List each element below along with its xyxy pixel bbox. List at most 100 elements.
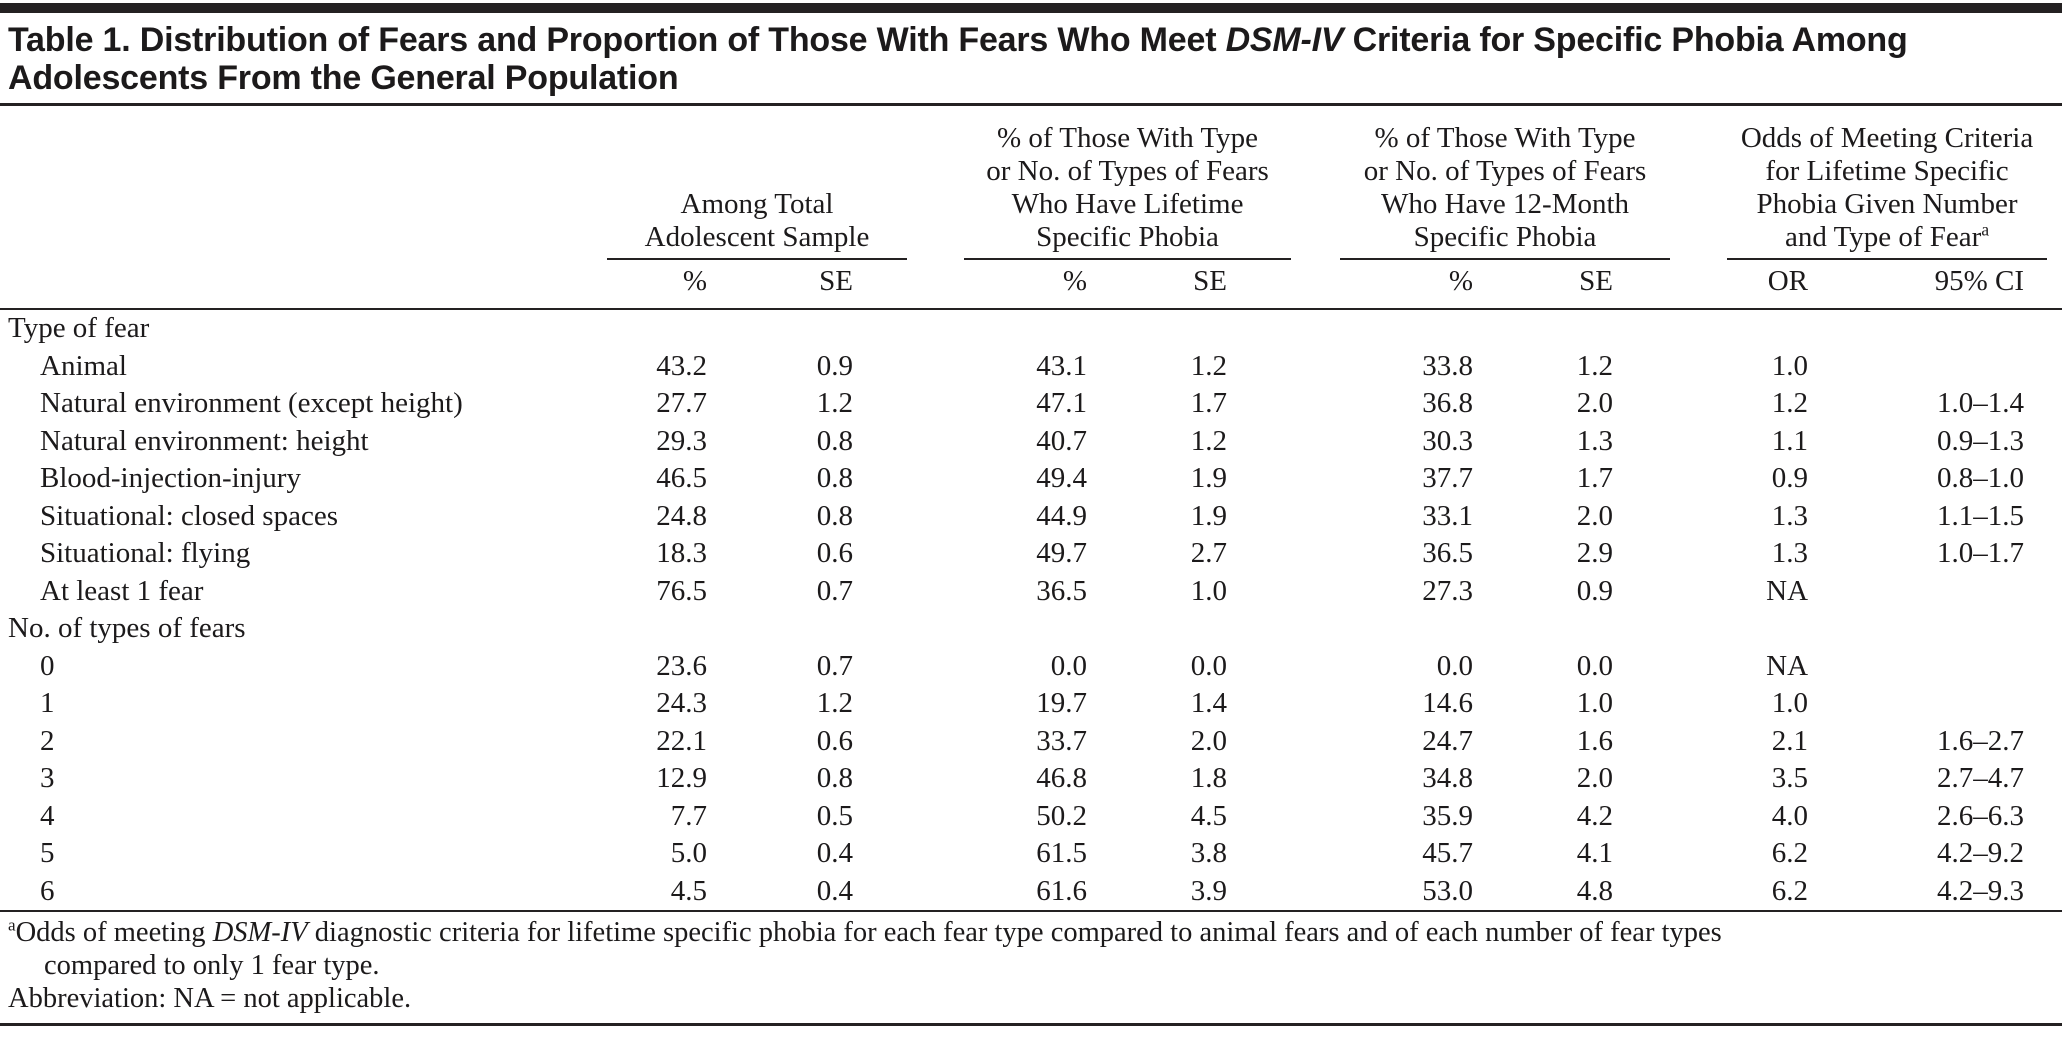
data-cell: 7.7 (670, 799, 707, 832)
data-cell: 1.1 (1771, 424, 1809, 457)
data-cell: 47.1 (1036, 387, 1088, 419)
data-cell: 2.0 (1576, 762, 1614, 794)
table-title: Table 1. Distribution of Fears and Propo… (0, 13, 2062, 106)
data-cell: 0.9 (1771, 462, 1809, 494)
data-cell: 6.2 (1771, 874, 1809, 907)
data-cell: 33.8 (1422, 349, 1474, 382)
data-cell: 0.6 (816, 537, 854, 569)
column-header: % (1292, 260, 1501, 310)
data-cell: 2.0 (1190, 724, 1228, 757)
table-title-line1: Table 1. Distribution of Fears and Propo… (8, 21, 1908, 59)
data-cell: 1.6 (1576, 724, 1614, 757)
table-title-line2: Adolescents From the General Population (8, 59, 679, 97)
data-cell: 0.4 (816, 837, 854, 869)
table-top-bar (0, 3, 2062, 13)
superscript-a: a (8, 915, 16, 935)
section-row: No. of types of fears (0, 610, 2062, 648)
row-label: 6 (40, 874, 55, 907)
data-cell: 1.3 (1576, 424, 1614, 457)
data-cell: 1.7 (1576, 462, 1614, 494)
data-cell: 0.0 (1576, 649, 1614, 682)
data-cell: 0.8 (816, 424, 854, 457)
data-cell: 0.8–1.0 (1937, 462, 2025, 494)
data-cell: NA (1766, 574, 1809, 607)
data-cell (1500, 610, 1672, 648)
table-row: 1 24.3 1.2 19.7 1.4 14.6 1.0 1.0 (0, 685, 2062, 723)
column-header: SE (1110, 260, 1293, 310)
data-cell: 43.1 (1036, 349, 1088, 382)
data-cell: 1.0 (1190, 574, 1228, 607)
row-label: Situational: closed spaces (40, 499, 338, 532)
row-label: 5 (40, 837, 55, 869)
data-cell: 37.7 (1422, 462, 1474, 494)
data-cell: 2.0 (1576, 387, 1614, 419)
data-cell: 29.3 (656, 424, 707, 457)
data-cell (1292, 610, 1500, 648)
data-cell: 1.2 (1190, 424, 1228, 457)
data-cell: 1.7 (1190, 387, 1228, 419)
data-cell: 5.0 (670, 837, 707, 869)
table-row: 4 7.7 0.5 50.2 4.5 35.9 4.2 4.0 2.6–6.3 (0, 798, 2062, 836)
data-cell: 14.6 (1422, 687, 1474, 719)
header-spacer (0, 106, 604, 260)
row-label: Natural environment (except height) (40, 387, 463, 419)
row-label: Blood-injection-injury (40, 462, 301, 494)
data-cell: 0.7 (816, 649, 854, 682)
column-header: SE (1500, 260, 1673, 310)
data-cell (1862, 309, 2062, 348)
data-cell: 4.8 (1576, 874, 1614, 907)
row-label: 2 (40, 724, 55, 757)
data-cell: 33.1 (1422, 499, 1474, 532)
table-row: 0 23.6 0.7 0.0 0.0 0.0 0.0 NA (0, 648, 2062, 686)
data-cell: 0.0 (1050, 649, 1088, 682)
footnote-a-line1: aOdds of meeting DSM-IV diagnostic crite… (8, 915, 1722, 948)
table-body: Type of fear Animal 43.2 0.9 43.1 1.2 33.8 1.2 1… (0, 309, 2062, 911)
data-cell: 22.1 (656, 724, 707, 757)
data-cell (770, 610, 914, 648)
data-cell: 33.7 (1036, 724, 1088, 757)
data-cell: 2.7 (1190, 537, 1228, 569)
data-cell: 34.8 (1422, 762, 1474, 794)
data-cell: 2.0 (1576, 499, 1614, 532)
data-cell (1862, 685, 2062, 723)
row-label: No. of types of fears (8, 612, 246, 644)
footnote-a-line2: compared to only 1 fear type. (44, 950, 380, 981)
data-cell: 0.8 (816, 499, 854, 532)
data-cell: 27.3 (1422, 574, 1474, 607)
data-cell: 50.2 (1036, 799, 1088, 832)
data-cell: 43.2 (656, 349, 707, 382)
data-cell: NA (1766, 649, 1809, 682)
data-cell: 40.7 (1036, 424, 1088, 457)
data-cell: 0.9–1.3 (1937, 424, 2025, 457)
data-cell: 49.4 (1036, 462, 1088, 494)
column-group-row: Among Total Adolescent Sample% of Those W… (0, 106, 2062, 260)
fears-distribution-table: Among Total Adolescent Sample% of Those W… (0, 106, 2062, 912)
data-cell (1862, 610, 2062, 648)
data-cell: 1.8 (1190, 762, 1228, 794)
data-cell (770, 309, 914, 348)
superscript-a: a (1981, 219, 1990, 240)
row-label: 4 (40, 799, 55, 832)
data-cell: 4.1 (1576, 837, 1614, 869)
data-cell: 61.6 (1036, 874, 1088, 907)
column-header-row: % SE% SE% SE OR 95% CI (0, 260, 2062, 310)
row-label: 3 (40, 762, 55, 794)
table-row: At least 1 fear 76.5 0.7 36.5 1.0 27.3 0.9 NA (0, 573, 2062, 611)
data-cell: 3.8 (1190, 837, 1228, 869)
data-cell: 18.3 (656, 537, 707, 569)
row-label: 0 (40, 649, 55, 682)
data-cell: 24.3 (656, 687, 707, 719)
data-cell: 0.8 (816, 762, 854, 794)
column-group-header: % of Those With Type or No. of Types of F… (914, 106, 1292, 260)
table-row: 5 5.0 0.4 61.5 3.8 45.7 4.1 6.2 4.2–9.2 (0, 835, 2062, 873)
data-cell: 27.7 (656, 387, 707, 419)
data-cell (1110, 309, 1292, 348)
row-label: Natural environment: height (40, 424, 369, 457)
data-cell: 19.7 (1036, 687, 1088, 719)
data-cell: 0.4 (816, 874, 854, 907)
data-cell: 4.2–9.3 (1937, 874, 2025, 907)
column-group-header: Odds of Meeting Criteria for Lifetime Spe… (1672, 106, 2062, 260)
table-row: Blood-injection-injury 46.5 0.8 49.4 1.9 37.7… (0, 460, 2062, 498)
column-header: % (914, 260, 1111, 310)
